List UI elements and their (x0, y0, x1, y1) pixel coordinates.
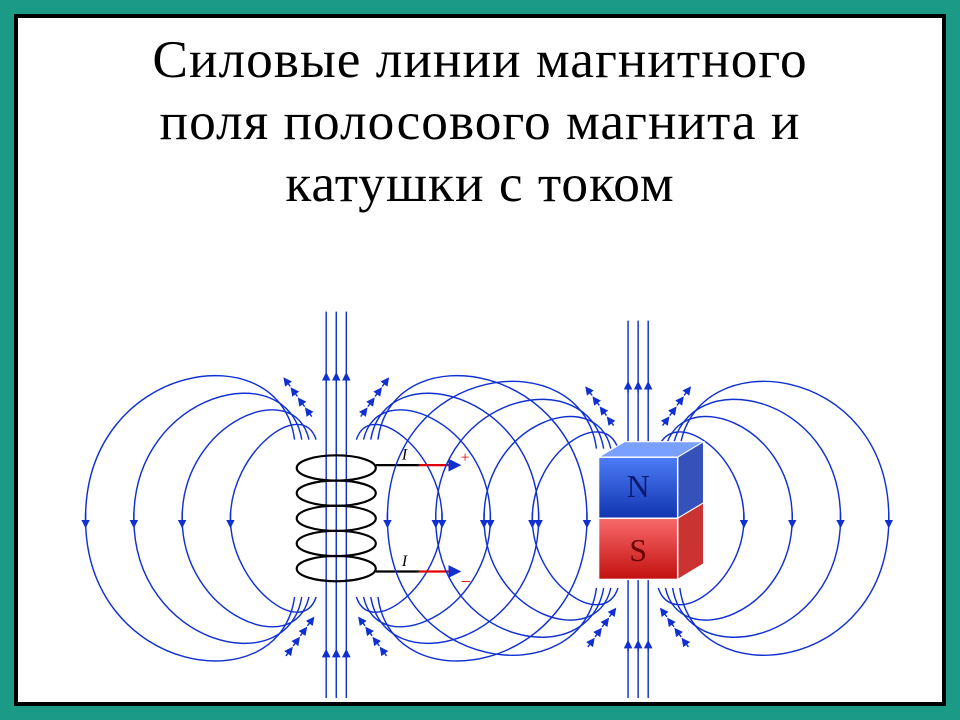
solenoid-diagram: I + I − (86, 312, 587, 698)
page-title: Силовые линии магнитногополя полосового … (18, 18, 942, 214)
current-label-top: I (401, 446, 408, 463)
minus-label: − (461, 571, 472, 592)
current-label-bottom: I (401, 553, 408, 570)
north-pole-label: N (627, 469, 650, 504)
diagram-canvas: I + I − NS (14, 244, 946, 692)
plus-label: + (461, 449, 470, 466)
bar-magnet-diagram: NS (387, 321, 888, 698)
south-pole-label: S (629, 533, 647, 568)
